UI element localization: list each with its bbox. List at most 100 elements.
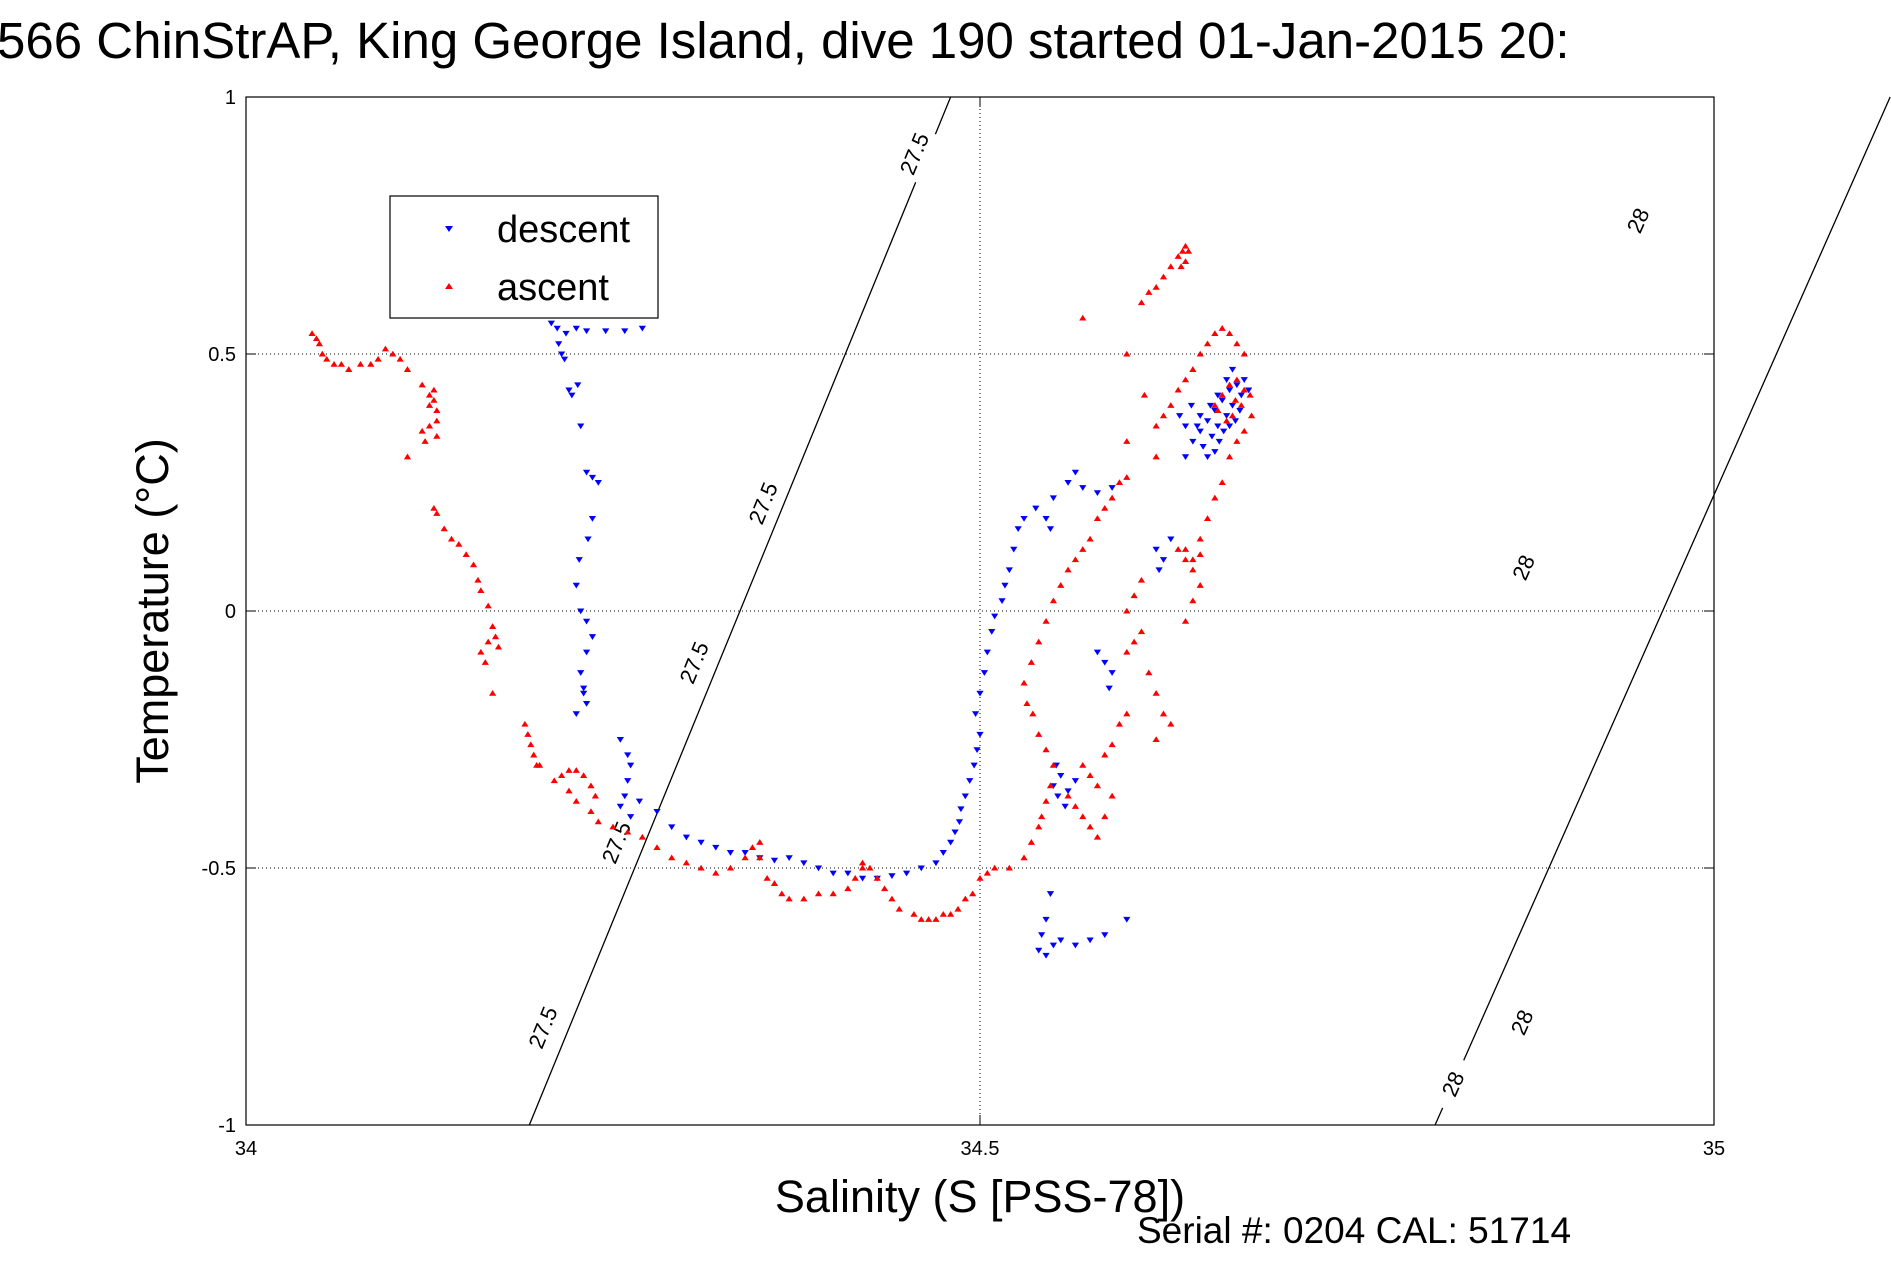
grid: [246, 97, 1714, 1125]
ascent-point: [418, 381, 426, 388]
isopycnal-label-bg: [519, 997, 566, 1057]
ascent-point: [469, 561, 478, 568]
isopycnal-label-bg: [1498, 992, 1546, 1052]
descent-point: [572, 711, 580, 718]
x-axis-label: Salinity (S [PSS-78]): [775, 1171, 1185, 1222]
ascent-point: [1042, 618, 1050, 624]
descent-point: [582, 469, 591, 476]
legend-ascent-marker: [445, 283, 453, 289]
descent-point: [829, 870, 837, 877]
ascent-point: [1049, 761, 1057, 768]
ascent-point: [1178, 247, 1187, 254]
ascent-point: [1247, 412, 1256, 419]
descent-point: [1071, 942, 1080, 949]
ascent-point: [1181, 376, 1190, 383]
descent-point: [1020, 515, 1028, 522]
ascent-point: [1218, 325, 1226, 331]
ascent-point: [308, 330, 316, 336]
descent-point: [1123, 916, 1131, 923]
ascent-point: [565, 767, 573, 773]
descent-point: [1176, 413, 1184, 419]
ascent-point: [1042, 797, 1050, 804]
ascent-point: [1152, 690, 1160, 696]
ascent-point: [1137, 576, 1146, 583]
descent-point: [1005, 567, 1013, 574]
ascent-point: [954, 905, 962, 912]
isopycnal-label-bg: [739, 473, 786, 533]
descent-point: [580, 690, 588, 697]
descent-point: [627, 814, 635, 820]
ascent-point: [1027, 659, 1035, 665]
descent-point: [1193, 423, 1201, 430]
ascent-point: [1086, 772, 1094, 778]
isopycnal-line: [528, 96, 952, 1126]
ascent-point: [1233, 438, 1241, 444]
ascent-point: [1079, 813, 1087, 820]
ascent-point: [961, 895, 969, 902]
ascent-point: [1211, 330, 1219, 336]
descent-point: [584, 536, 592, 543]
ascent-point: [1240, 350, 1248, 357]
descent-point: [1093, 649, 1102, 656]
descent-point: [1152, 546, 1160, 553]
ascent-point: [1029, 710, 1037, 717]
descent-point: [1203, 454, 1212, 461]
descent-point: [976, 731, 984, 738]
descent-point: [1231, 418, 1240, 425]
descent-point: [1049, 942, 1057, 949]
descent-point: [1046, 526, 1055, 532]
descent-point: [653, 808, 661, 815]
descent-point: [712, 844, 720, 851]
ascent-point: [433, 510, 441, 516]
descent-point: [565, 387, 573, 394]
x-tick-label: 34.5: [961, 1138, 1000, 1160]
descent-point: [976, 690, 984, 697]
descent-point: [697, 839, 705, 846]
descent-point: [616, 803, 624, 810]
isopycnal-label-bg: [891, 124, 937, 183]
ascent-point: [947, 911, 955, 917]
descent-point: [1187, 402, 1195, 409]
ascent-point: [491, 633, 500, 640]
descent-point: [1064, 788, 1072, 795]
ascent-point: [433, 407, 441, 414]
series-ascent: [308, 242, 1256, 922]
ascent-point: [756, 854, 764, 861]
ascent-point: [1101, 813, 1109, 820]
descent-point: [1228, 366, 1237, 373]
ascent-point: [1196, 551, 1204, 557]
ascent-point: [925, 916, 933, 922]
descent-point: [1215, 438, 1223, 445]
ascent-point: [1064, 566, 1072, 573]
isopycnal-label-bg: [593, 812, 639, 872]
descent-point: [917, 865, 925, 872]
isopycnal-label: 28: [1498, 992, 1546, 1052]
descent-point: [1108, 670, 1116, 676]
descent-point: [1214, 423, 1222, 430]
y-tick-label: -0.5: [202, 858, 236, 880]
descent-point: [1032, 505, 1040, 512]
ascent-point: [829, 890, 837, 897]
descent-point: [1101, 932, 1109, 939]
ascent-point: [587, 782, 595, 789]
descent-point: [1228, 402, 1237, 409]
descent-point: [1108, 485, 1116, 491]
ascent-point: [726, 864, 735, 871]
ascent-point: [1064, 792, 1072, 799]
ascent-point: [1027, 839, 1035, 845]
descent-point: [621, 328, 629, 335]
descent-point: [1237, 392, 1245, 399]
descent-point: [582, 618, 591, 625]
ascent-point: [756, 839, 764, 845]
x-tick-label: 34: [235, 1138, 257, 1160]
descent-point: [635, 798, 644, 805]
ascent-point: [1101, 751, 1109, 758]
isopycnal-line: [1434, 96, 1891, 1126]
ascent-point: [844, 885, 852, 892]
ascent-point: [1167, 263, 1175, 270]
descent-point: [971, 711, 980, 718]
descent-point: [1054, 793, 1062, 800]
descent-point: [1014, 526, 1022, 532]
ascent-point: [425, 422, 434, 429]
